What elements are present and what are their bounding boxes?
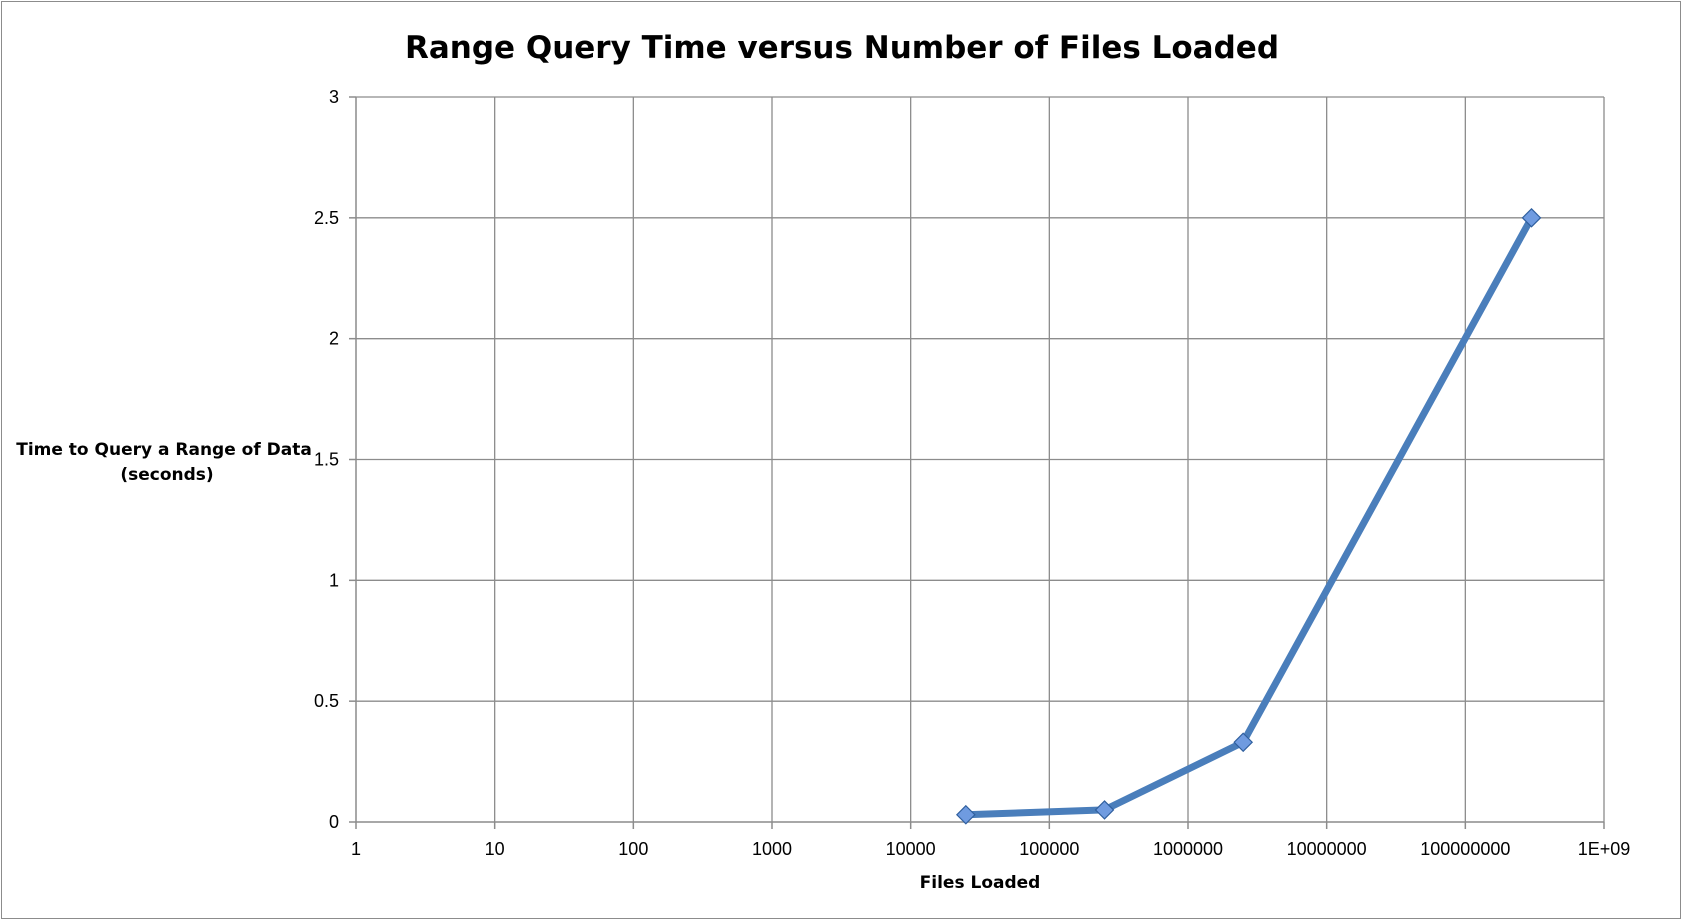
x-tick-labels: 1 10 100 1000 10000 100000 1000000 10000000 1000…: [351, 839, 1630, 859]
x-axis-label: Files Loaded: [920, 873, 1041, 893]
y-axis-label-line-2: (seconds): [120, 465, 213, 485]
y-tick-label: 0.5: [314, 691, 339, 711]
series-line: [962, 214, 1535, 819]
y-axis-label: Time to Query a Range of Data (seconds): [16, 440, 318, 485]
x-tick-label: 100000000: [1420, 839, 1510, 859]
y-tick-label: 0: [329, 812, 339, 832]
x-tick-label: 1E+09: [1578, 839, 1631, 859]
series-layer: [955, 207, 1542, 825]
x-tick-label: 1000: [752, 839, 792, 859]
y-tick-label: 1.5: [314, 450, 339, 470]
x-tick-label: 100000: [1019, 839, 1079, 859]
data-point-marker: [1094, 800, 1115, 820]
x-tick-label: 1: [351, 839, 361, 859]
chart-title: Range Query Time versus Number of Files …: [405, 30, 1279, 66]
x-tick-label: 1000000: [1153, 839, 1223, 859]
y-tick-labels: 0 0.5 1 1.5 2 2.5 3: [314, 87, 339, 832]
y-tick-label: 1: [329, 570, 339, 590]
y-tick-label: 3: [329, 87, 339, 107]
axes: [349, 96, 1605, 829]
data-point-marker: [1233, 732, 1254, 753]
x-tick-label: 10: [485, 839, 505, 859]
data-point-marker: [955, 804, 976, 825]
x-tick-label: 100: [618, 839, 648, 859]
data-point-marker: [1521, 207, 1542, 228]
y-tick-label: 2: [329, 329, 339, 349]
x-tick-label: 10000000: [1287, 839, 1367, 859]
y-axis-label-line-1: Time to Query a Range of Data: [16, 440, 312, 460]
gridlines: [356, 96, 1605, 822]
y-tick-label: 2.5: [314, 208, 339, 228]
x-tick-label: 10000: [886, 839, 936, 859]
